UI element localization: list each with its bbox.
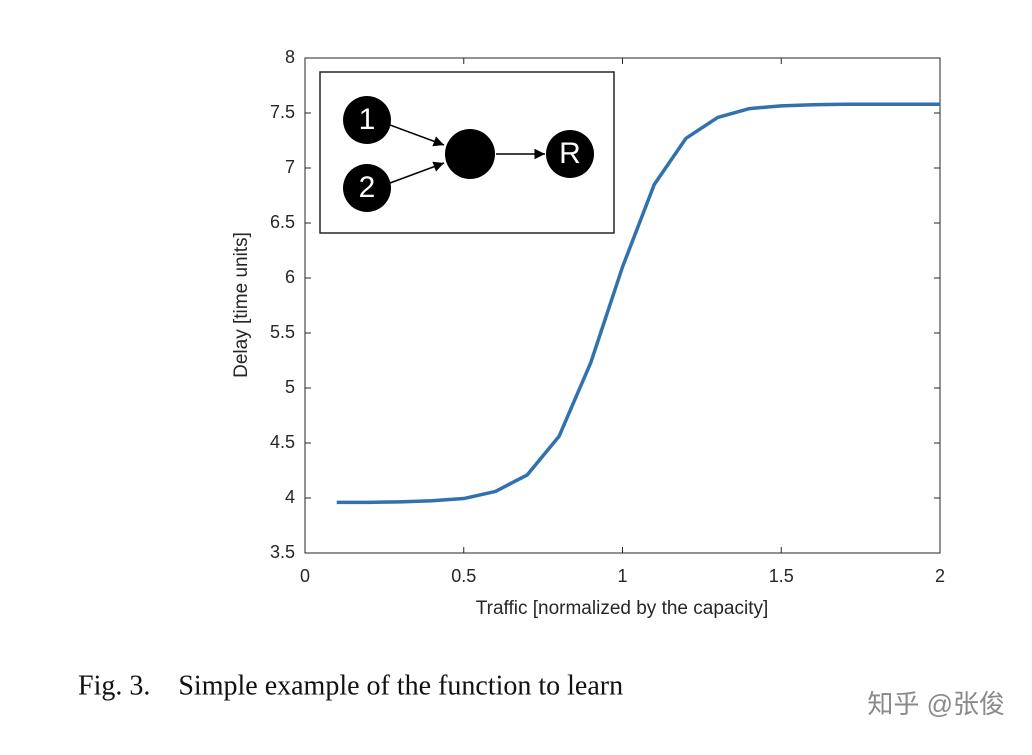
y-tick-label: 4.5 bbox=[270, 432, 295, 452]
y-axis-label: Delay [time units] bbox=[231, 232, 252, 378]
y-tick-label: 7 bbox=[285, 157, 295, 177]
node-label: R bbox=[559, 137, 581, 170]
x-tick-label: 1 bbox=[617, 566, 627, 586]
x-tick-label: 0.5 bbox=[451, 566, 476, 586]
arrow bbox=[389, 124, 445, 147]
x-tick-label: 2 bbox=[935, 566, 945, 586]
x-tick-label: 1.5 bbox=[769, 566, 794, 586]
y-tick-label: 3.5 bbox=[270, 542, 295, 562]
node bbox=[546, 130, 594, 178]
y-tick-label: 6.5 bbox=[270, 212, 295, 232]
node bbox=[343, 164, 391, 212]
node-label: 2 bbox=[359, 171, 376, 204]
arrow bbox=[389, 161, 445, 184]
y-tick-label: 6 bbox=[285, 267, 295, 287]
node bbox=[343, 96, 391, 144]
y-tick-label: 5 bbox=[285, 377, 295, 397]
y-tick-label: 4 bbox=[285, 487, 295, 507]
x-axis-label: Traffic [normalized by the capacity] bbox=[476, 598, 769, 619]
watermark: 知乎 @张俊 bbox=[867, 689, 1005, 719]
y-tick-label: 8 bbox=[285, 47, 295, 67]
node bbox=[445, 129, 495, 179]
x-tick-label: 0 bbox=[300, 566, 310, 586]
y-tick-label: 5.5 bbox=[270, 322, 295, 342]
data-line bbox=[336, 102, 940, 505]
y-tick-label: 7.5 bbox=[270, 102, 295, 122]
caption: Fig. 3. Simple example of the function t… bbox=[78, 670, 623, 701]
inset-diagram: 1 2 R bbox=[319, 71, 615, 234]
node-label: 1 bbox=[359, 103, 376, 136]
